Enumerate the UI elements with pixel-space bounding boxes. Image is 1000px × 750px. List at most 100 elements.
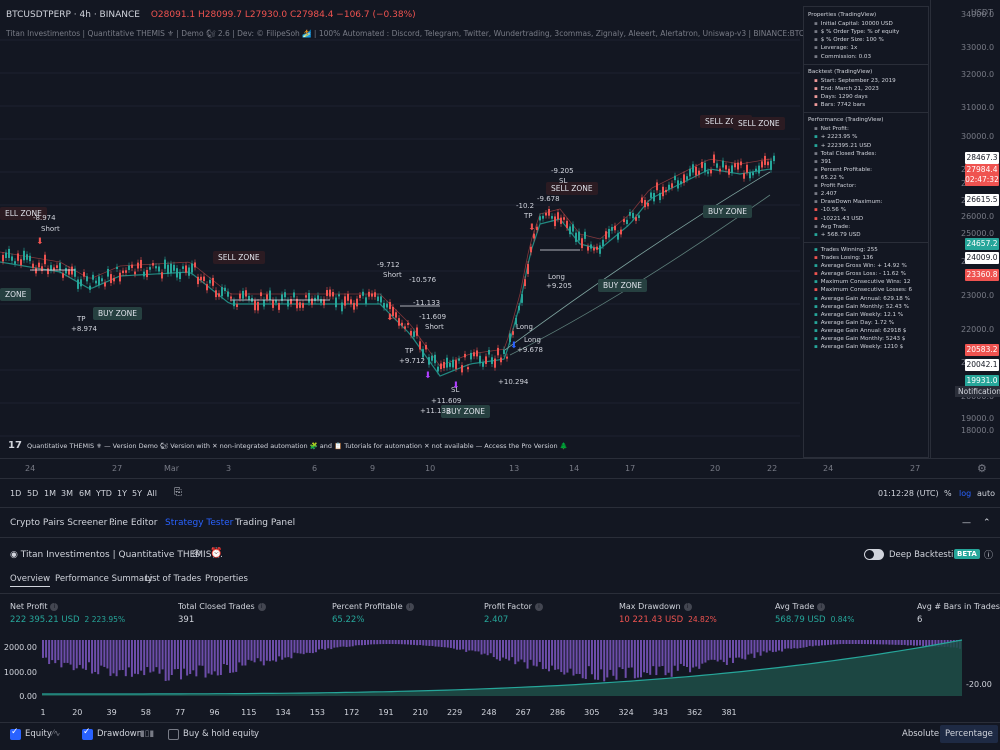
info-icon[interactable]: i (534, 603, 543, 611)
equity-x-tick: 305 (584, 708, 600, 717)
candle-body (473, 352, 475, 357)
trade-signal-label: +11.133 (420, 407, 451, 415)
range-button-5y[interactable]: 5Y (132, 489, 142, 498)
tab-trading-panel[interactable]: Trading Panel (235, 518, 296, 528)
price-axis[interactable]: USDT 34000.0 33000.0 32000.0 31000.0 30000.0… (930, 0, 1000, 475)
candle-body (128, 265, 130, 270)
drawdown-bar (661, 640, 664, 666)
bullet-icon: ▪ (814, 303, 818, 310)
buy-hold-checkbox[interactable] (168, 729, 179, 740)
drawdown-bar (830, 640, 833, 645)
drawdown-bar (759, 640, 762, 656)
strategy-title[interactable]: ◉ Titan Investimentos | Quantitative THE… (10, 550, 223, 560)
info-row: ▪ 65.22 % (814, 174, 844, 181)
percentage-button[interactable]: Percentage (940, 725, 998, 743)
candle-body (281, 294, 283, 301)
drawdown-bar (692, 640, 695, 668)
candle-body (569, 226, 571, 235)
candle-body (515, 317, 517, 325)
utc-clock[interactable]: 01:12:28 (UTC) (878, 489, 939, 498)
candle-body (155, 266, 157, 269)
log-toggle[interactable]: log (959, 489, 972, 498)
bullet-icon: ▪ (814, 174, 818, 181)
drawdown-checkbox[interactable] (82, 727, 93, 740)
tab-crypto-pairs-screener[interactable]: Crypto Pairs Screener ⌄ (10, 518, 117, 528)
tab-pine-editor[interactable]: Pine Editor (109, 518, 158, 528)
info-row: ▪ Trades Losing: 136 (814, 254, 874, 261)
strategy-settings-icon[interactable]: ◎ (192, 548, 201, 559)
candle-body (308, 292, 310, 303)
candle-body (500, 357, 502, 363)
candle-body (242, 290, 244, 299)
percent-toggle[interactable]: % (944, 489, 952, 498)
range-button-1d[interactable]: 1D (10, 489, 22, 498)
candle-body (575, 232, 577, 242)
drawdown-bar (164, 640, 167, 681)
range-button-3m[interactable]: 3M (61, 489, 73, 498)
candlestick-plot[interactable]: ⬇⬇⬇⬇⬇⬇⬇ (0, 0, 930, 458)
absolute-button[interactable]: Absolute (902, 729, 940, 739)
price-label: 28467.3 (965, 152, 999, 164)
drawdown-bar (879, 640, 882, 645)
symbol-label[interactable]: BTCUSDTPERP · 4h · BINANCE (6, 10, 140, 20)
bullet-icon: ▪ (814, 311, 818, 318)
deep-backtesting-toggle[interactable] (864, 549, 884, 560)
drawdown-bar (511, 640, 514, 658)
drawdown-bar (130, 640, 133, 677)
subtab-properties[interactable]: Properties (205, 574, 248, 584)
candle-body (707, 171, 709, 174)
subtab-overview[interactable]: Overview (10, 574, 51, 587)
notifications-label[interactable]: Notifications (955, 386, 1000, 397)
alarm-icon[interactable]: ⏰ (210, 548, 223, 559)
range-button-6m[interactable]: 6M (79, 489, 91, 498)
info-icon[interactable]: i (405, 603, 414, 611)
drawdown-bar (894, 640, 897, 645)
candle-body (755, 168, 757, 172)
performance-title: Performance (TradingView) (808, 117, 884, 124)
range-button-5d[interactable]: 5D (27, 489, 39, 498)
range-button-1m[interactable]: 1M (44, 489, 56, 498)
equity-checkbox[interactable] (10, 727, 21, 740)
metric-percent-profitable: Percent Profitable i 65.22% (332, 602, 414, 625)
candle-body (149, 267, 151, 270)
candle-body (95, 280, 97, 284)
info-icon[interactable]: i (683, 603, 692, 611)
price-label: 02:47:32 (965, 174, 999, 186)
info-row: ▪ Leverage: 1x (814, 45, 858, 52)
range-button-ytd[interactable]: YTD (96, 489, 112, 498)
info-icon[interactable]: i (817, 603, 826, 611)
drawdown-bar (462, 640, 465, 650)
range-button-all[interactable]: All (147, 489, 157, 498)
candle-body (731, 165, 733, 173)
drawdown-bar (781, 640, 784, 652)
price-chart[interactable]: ⬇⬇⬇⬇⬇⬇⬇ BTCUSDTPERP · 4h · BINANCE O2809… (0, 0, 1000, 478)
chevron-down-icon[interactable]: ⌄ (110, 519, 117, 527)
time-tick: 3 (226, 464, 232, 473)
tab-strategy-tester[interactable]: Strategy Tester (165, 518, 234, 528)
range-button-1y[interactable]: 1Y (117, 489, 127, 498)
currency-label[interactable]: USDT (971, 8, 993, 17)
drawdown-bar (140, 640, 143, 671)
settings-gear-icon[interactable]: ⚙ (977, 462, 987, 475)
info-icon[interactable]: i (50, 603, 59, 611)
more-info-icon[interactable]: ⓘ (984, 551, 994, 561)
bullet-icon: ▪ (814, 215, 818, 222)
time-axis[interactable]: 24 27 Mar 3 6 9 10 13 14 17 20 22 24 27 (0, 458, 1000, 478)
drawdown-bar (330, 640, 333, 650)
equity-chart[interactable]: 2000.00 1000.00 0.00 -20.00 (0, 636, 1000, 706)
subtab-list-of-trades[interactable]: List of Trades (145, 574, 202, 584)
drawdown-bar (560, 640, 563, 673)
candle-body (257, 302, 259, 311)
bullet-icon: ▪ (814, 134, 818, 141)
info-icon[interactable]: i (257, 603, 266, 611)
maximize-icon[interactable]: ⌃ (983, 518, 991, 528)
info-row: ▪ Avg Trade: (814, 223, 851, 230)
goto-date-icon[interactable]: ⎘ (174, 487, 182, 498)
drawdown-bar (756, 640, 759, 653)
minimize-icon[interactable]: — (962, 518, 971, 528)
subtab-performance-summary[interactable]: Performance Summary (55, 574, 153, 584)
auto-toggle[interactable]: auto (977, 489, 996, 498)
candle-body (659, 192, 661, 201)
tradingview-logo-icon[interactable]: 17 (8, 440, 22, 451)
strategy-legend[interactable]: Titan Investimentos | Quantitative THEMI… (6, 29, 806, 38)
